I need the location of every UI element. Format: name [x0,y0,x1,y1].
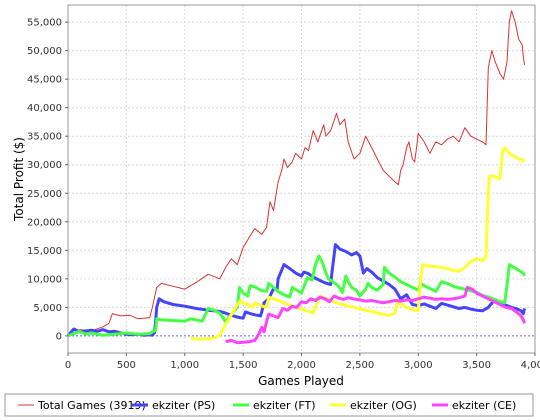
y-tick-label: 55,000 [27,18,62,29]
y-tick-label: 50,000 [27,46,62,57]
x-tick-label: 4,000 [521,360,540,371]
x-tick-label: 2,500 [346,360,375,371]
series-line-total-games-3919 [67,10,525,337]
legend-entry-ekziter-og: ekziter (OG) [350,399,417,412]
x-axis-label: Games Played [258,374,344,388]
legend-box [4,393,534,417]
x-axis-ticks: 0 500 1,000 1,500 2,000 2,500 3,000 3,500 4,000 [65,353,540,371]
y-tick-label: 10,000 [27,274,62,285]
legend-entry-ekziter-ft: ekziter (FT) [253,399,316,412]
y-tick-label: 40,000 [27,103,62,114]
legend-entry-total-games-3919: Total Games (3919) [37,399,146,412]
x-tick-label: 1,000 [170,360,199,371]
x-tick-label: 3,000 [404,360,433,371]
series-line-ekziter-ps [66,243,526,337]
y-tick-label: 20,000 [27,217,62,228]
y-tick-label: 45,000 [27,75,62,86]
x-tick-label: 2,000 [287,360,316,371]
series-line-ekziter-og [190,146,526,341]
legend-entry-ekziter-ce: ekziter (CE) [452,399,516,412]
series-layer [66,10,526,345]
y-tick-label: 25,000 [27,189,62,200]
y-tick-label: 15,000 [27,246,62,257]
x-tick-label: 1,500 [229,360,258,371]
y-axis-ticks: 0 5,000 10,000 15,000 20,000 25,000 30,000 35,0… [27,18,68,342]
series-line-ekziter-ft [67,254,526,338]
x-tick-label: 0 [65,360,71,371]
x-tick-label: 500 [117,360,136,371]
legend: Total Games (3919) ekziter (PS) ekziter (F… [18,399,516,412]
y-tick-label: 35,000 [27,132,62,143]
y-axis-label: Total Profit ($) [12,137,26,222]
legend-entry-ekziter-ps: ekziter (PS) [152,399,215,412]
y-tick-label: 5,000 [33,303,62,314]
x-tick-label: 3,500 [462,360,491,371]
series-line-ekziter-ce [225,285,526,345]
y-tick-label: 30,000 [27,160,62,171]
y-tick-label: 0 [56,331,62,342]
